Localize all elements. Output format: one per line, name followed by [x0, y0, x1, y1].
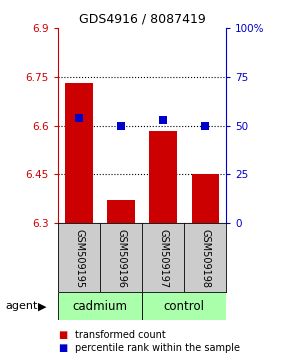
- Text: percentile rank within the sample: percentile rank within the sample: [75, 343, 240, 353]
- Text: cadmium: cadmium: [72, 300, 128, 313]
- Text: GSM509198: GSM509198: [200, 229, 210, 287]
- Text: GSM509195: GSM509195: [74, 229, 84, 288]
- Text: transformed count: transformed count: [75, 330, 166, 339]
- Title: GDS4916 / 8087419: GDS4916 / 8087419: [79, 13, 206, 26]
- Text: GSM509196: GSM509196: [116, 229, 126, 287]
- Point: [161, 117, 165, 123]
- Bar: [191, 175, 219, 223]
- Bar: [107, 200, 135, 223]
- Point: [77, 115, 81, 121]
- Point: [119, 123, 124, 129]
- Bar: [58, 292, 142, 320]
- Point: [203, 123, 208, 129]
- Bar: [149, 131, 177, 223]
- Text: control: control: [164, 300, 205, 313]
- Text: agent: agent: [6, 301, 38, 311]
- Bar: [142, 292, 226, 320]
- Text: GSM509197: GSM509197: [158, 229, 168, 288]
- Bar: [65, 84, 93, 223]
- Text: ▶: ▶: [38, 301, 46, 311]
- Text: ■: ■: [58, 330, 67, 339]
- Text: ■: ■: [58, 343, 67, 353]
